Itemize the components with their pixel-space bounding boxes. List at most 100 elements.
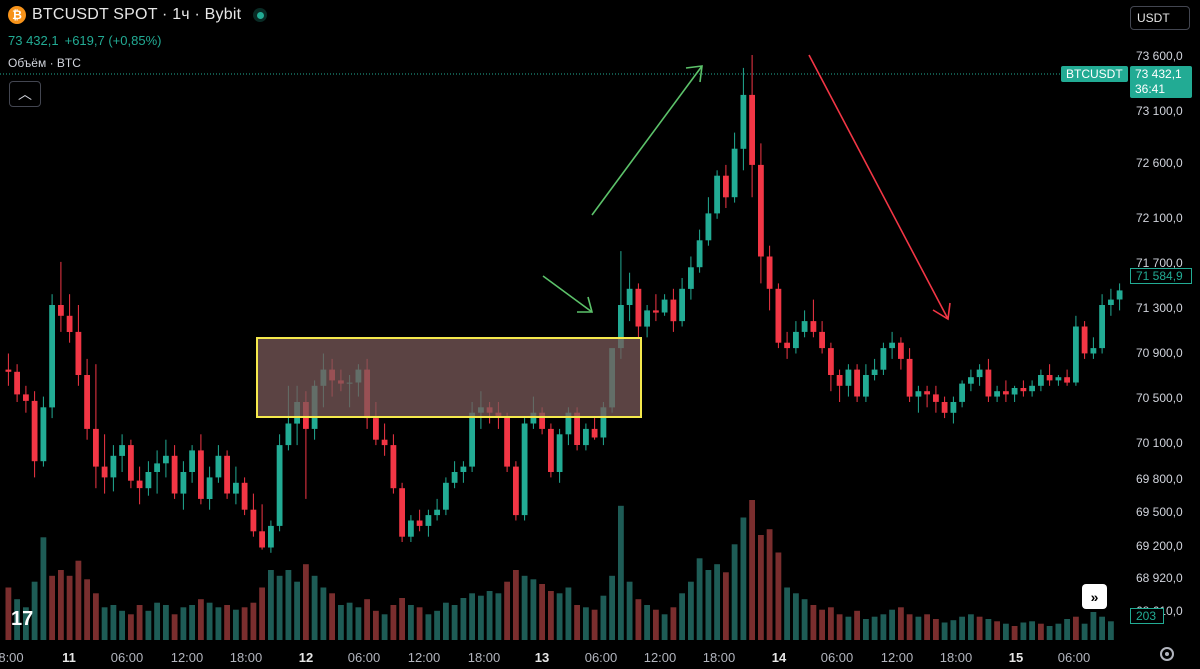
time-tick-label: 12:00 xyxy=(644,650,677,665)
green-arrow-long[interactable] xyxy=(591,65,703,216)
volume-bar xyxy=(206,602,213,640)
volume-bar xyxy=(495,593,502,640)
volume-bar xyxy=(513,570,519,640)
candle xyxy=(1081,321,1088,359)
volume-bar xyxy=(215,607,222,640)
candle xyxy=(801,310,808,338)
price-tick-label: 69 200,0 xyxy=(1136,539,1183,553)
price-tick-label: 73 600,0 xyxy=(1136,49,1183,63)
volume-bar xyxy=(1046,626,1053,640)
volume-bar xyxy=(670,607,677,640)
collapse-legend-button[interactable]: ︿ xyxy=(9,81,41,107)
time-axis[interactable]: 8:00 11 06:00 12:00 18:00 12 06:00 12:00 18:00 13… xyxy=(0,650,1090,665)
volume-bar xyxy=(915,616,922,640)
candle xyxy=(110,445,117,492)
candle xyxy=(23,385,29,413)
volume-bar xyxy=(714,564,720,640)
candle xyxy=(635,283,642,338)
candle xyxy=(451,461,458,489)
candle xyxy=(215,445,222,483)
volume-bar xyxy=(591,609,598,640)
candle xyxy=(871,358,878,381)
candle xyxy=(434,498,440,521)
candle xyxy=(250,493,257,537)
candle xyxy=(828,342,834,392)
volume-bar xyxy=(723,572,729,640)
volume-bar xyxy=(346,602,353,640)
candle xyxy=(766,245,773,311)
candle xyxy=(670,288,677,332)
candle xyxy=(723,164,729,208)
highlight-zone[interactable] xyxy=(256,337,642,418)
candle xyxy=(889,331,895,359)
volume-bar xyxy=(941,622,948,640)
volume-bar xyxy=(836,614,843,640)
candle xyxy=(58,261,64,332)
volume-bar xyxy=(565,587,572,640)
scroll-to-realtime-button[interactable]: » xyxy=(1082,584,1107,609)
candle xyxy=(513,461,519,521)
volume-bar xyxy=(259,587,265,640)
volume-bar xyxy=(976,616,983,640)
volume-bar xyxy=(661,614,668,640)
volume-bar xyxy=(898,607,904,640)
volume-bar xyxy=(924,614,930,640)
candle xyxy=(119,434,125,472)
candle xyxy=(1064,369,1070,386)
candle xyxy=(810,299,817,338)
currency-selector[interactable]: USDT xyxy=(1130,6,1190,30)
volume-bar xyxy=(294,581,300,640)
volume-bar xyxy=(373,610,379,640)
volume-bar xyxy=(635,599,642,640)
volume-bar xyxy=(303,564,309,640)
volume-bar xyxy=(548,591,554,640)
volume-bar xyxy=(145,610,152,640)
volume-legend[interactable]: Объём · BTC xyxy=(8,56,81,70)
volume-bar xyxy=(1011,626,1018,640)
candle xyxy=(950,396,957,424)
time-tick-label: 18:00 xyxy=(230,650,263,665)
candle xyxy=(854,364,860,402)
volume-bar xyxy=(1108,621,1114,640)
volume-bar xyxy=(163,605,169,640)
volume-bar xyxy=(1064,619,1070,640)
red-arrow-down[interactable] xyxy=(808,54,951,321)
time-tick-label: 12:00 xyxy=(881,650,914,665)
price-tick-label: 72 100,0 xyxy=(1136,211,1183,225)
volume-bar xyxy=(224,605,230,640)
candle xyxy=(259,504,265,550)
time-tick-label: 8:00 xyxy=(0,650,24,665)
last-price-value: 73 432,1 xyxy=(1135,67,1182,81)
candle xyxy=(653,294,659,322)
volume-bar xyxy=(906,614,913,640)
candle xyxy=(233,466,239,505)
price-axis[interactable]: 73 600,0 73 100,0 72 600,0 72 100,0 71 700,0… xyxy=(1136,49,1183,618)
candle xyxy=(40,396,47,467)
candle xyxy=(775,283,782,349)
price-change: +619,7 (+0,85%) xyxy=(64,33,162,48)
symbol-title[interactable]: BTCUSDT SPOT · 1ч · Bybit xyxy=(32,6,242,23)
candle xyxy=(626,272,633,322)
tradingview-logo[interactable]: 17 xyxy=(11,608,34,630)
candle xyxy=(1099,294,1105,354)
volume-bar xyxy=(136,605,143,640)
volume-bar xyxy=(775,552,782,640)
volume-bar xyxy=(241,607,248,640)
volume-bar xyxy=(31,581,38,640)
gear-icon[interactable] xyxy=(1160,647,1174,661)
volume-bar xyxy=(688,581,694,640)
volume-bar xyxy=(766,529,773,640)
volume-bar xyxy=(819,609,825,640)
volume-bar xyxy=(434,610,440,640)
volume-bar xyxy=(810,605,817,640)
volume-bar xyxy=(679,593,685,640)
green-arrow-short[interactable] xyxy=(542,275,594,313)
volume-bar xyxy=(285,570,292,640)
candle xyxy=(1011,385,1018,402)
price-tick-label: 68 920,0 xyxy=(1136,571,1183,585)
time-tick-label: 06:00 xyxy=(585,650,618,665)
price-summary: 73 432,1 +619,7 (+0,85%) xyxy=(8,33,161,48)
price-tick-label: 71 300,0 xyxy=(1136,301,1183,315)
candle xyxy=(408,515,414,542)
